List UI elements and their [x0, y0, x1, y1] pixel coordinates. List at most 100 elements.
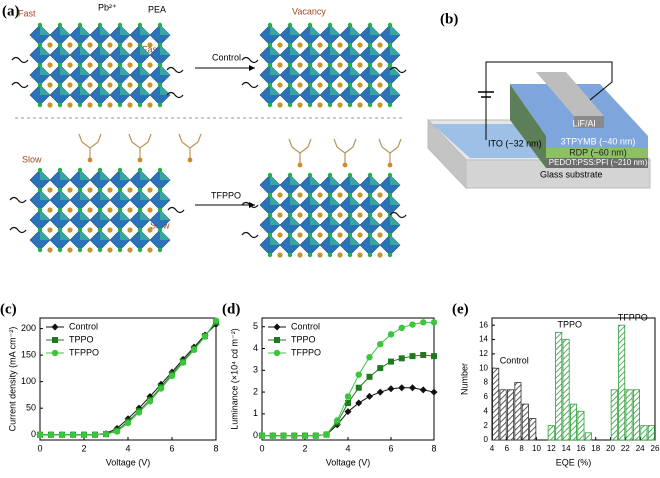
legend-label: Control [291, 321, 320, 331]
halide [157, 62, 163, 68]
marker [409, 384, 416, 392]
octahedron-face [350, 25, 360, 35]
halide [137, 207, 143, 213]
octahedron-face [80, 45, 90, 55]
cation [87, 207, 93, 213]
x-tick-label: 26 [651, 444, 660, 453]
annotation: Fast [142, 44, 160, 54]
lattice [259, 22, 401, 108]
halide [387, 62, 393, 68]
cation [277, 212, 283, 218]
panel-label: (a) [2, 3, 20, 19]
cation [357, 232, 363, 238]
x-tick-label: 8 [519, 444, 524, 453]
halide [267, 252, 273, 258]
marker [146, 398, 154, 405]
cation [337, 82, 343, 88]
cation [127, 62, 133, 68]
x-tick-label: 8 [431, 443, 436, 453]
annotation: PEA [148, 4, 166, 14]
octahedron-face [290, 85, 300, 95]
x-tick-label: 20 [606, 444, 615, 453]
bar [562, 339, 570, 441]
x-tick-label: 12 [547, 444, 556, 453]
series-label: Control [500, 356, 529, 366]
halide [327, 172, 333, 178]
plot-frame [261, 317, 435, 441]
y-tick-label: 1 [253, 408, 258, 418]
octahedron-face [40, 210, 50, 220]
molecule-atom [342, 162, 348, 168]
octahedron-face [100, 25, 110, 35]
halide [117, 102, 123, 108]
cation [337, 232, 343, 238]
halide [137, 82, 143, 88]
x-tick-label: 6 [388, 443, 393, 453]
halide [267, 232, 273, 238]
octahedron-face [270, 85, 280, 95]
ligand [389, 66, 407, 74]
marker [430, 319, 438, 326]
halide [287, 22, 293, 28]
octahedron-face [370, 175, 380, 185]
legend-label: Control [69, 321, 98, 331]
halide [307, 232, 313, 238]
molecule [288, 138, 312, 163]
octahedron-face [100, 190, 110, 200]
cation [67, 42, 73, 48]
octahedron-face [120, 210, 130, 220]
y-tick-label: 100 [21, 376, 36, 386]
halide [287, 232, 293, 238]
octahedron-face [60, 25, 70, 35]
halide [347, 62, 353, 68]
cation [337, 212, 343, 218]
halide [97, 102, 103, 108]
marker [280, 432, 287, 439]
cation [377, 232, 383, 238]
halide [387, 42, 393, 48]
marker [51, 349, 59, 357]
octahedron-face [140, 45, 150, 55]
series-label: TFPPO [618, 313, 648, 323]
halide [37, 167, 43, 173]
marker [420, 352, 427, 359]
cation [277, 102, 283, 108]
cation [107, 187, 113, 193]
octahedron-face [270, 45, 280, 55]
cathode-top [536, 72, 604, 116]
octahedron-face [350, 195, 360, 205]
halide [267, 42, 273, 48]
x-axis-label: Voltage (V) [106, 457, 151, 467]
halide [137, 22, 143, 28]
bar [492, 367, 500, 441]
cation [297, 232, 303, 238]
halide [57, 42, 63, 48]
halide [347, 42, 353, 48]
cation [377, 102, 383, 108]
halide [137, 247, 143, 253]
octahedron-face [60, 170, 70, 180]
halide [387, 172, 393, 178]
octahedron-face [120, 85, 130, 95]
lattice [29, 22, 171, 108]
halide [57, 22, 63, 28]
layer-rdp [546, 148, 648, 158]
cation [277, 82, 283, 88]
marker [201, 333, 209, 340]
marker [212, 317, 220, 324]
cation [277, 42, 283, 48]
halide [327, 212, 333, 218]
halide [157, 167, 163, 173]
panel-label: (c) [0, 301, 17, 317]
cation [357, 62, 363, 68]
x-tick-label: 0 [259, 443, 264, 453]
halide [287, 42, 293, 48]
y-tick-label: 0 [31, 429, 36, 439]
cation [317, 102, 323, 108]
molecule-atom [87, 157, 93, 163]
halide [347, 172, 353, 178]
halide [387, 192, 393, 198]
octahedron-face [120, 230, 130, 240]
wire [485, 61, 613, 140]
halide [307, 212, 313, 218]
